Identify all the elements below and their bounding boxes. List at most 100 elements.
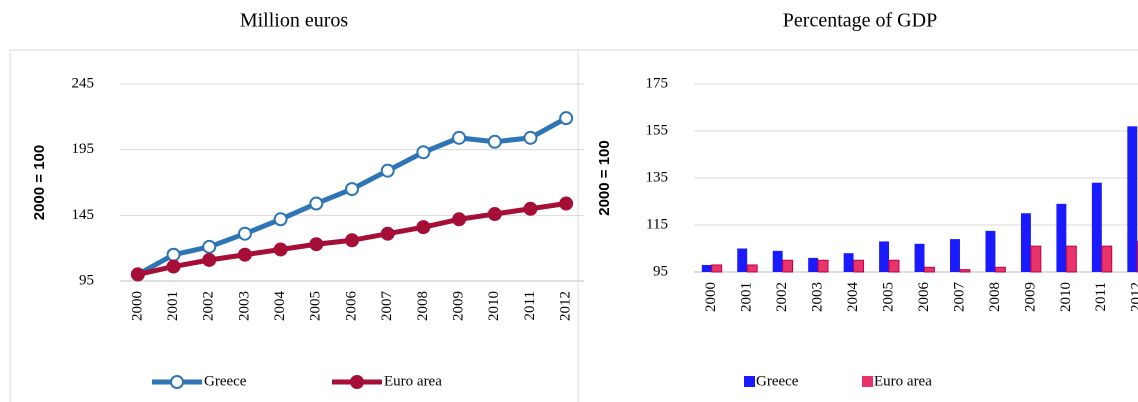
bar	[711, 264, 723, 273]
legend-label: Euro area	[874, 373, 932, 389]
x-tick-label: 2012	[558, 291, 574, 321]
panel-border	[577, 49, 1138, 402]
marker	[380, 163, 395, 178]
marker	[523, 130, 538, 145]
marker	[309, 196, 324, 211]
bar	[1020, 213, 1031, 272]
chart-title: Percentage of GDP	[783, 10, 937, 32]
x-tick-label: 2002	[774, 282, 790, 312]
marker	[487, 134, 502, 149]
x-tick-label: 2001	[739, 282, 755, 312]
marker	[559, 196, 574, 211]
bar	[879, 241, 890, 272]
chart-title: Million euros	[240, 10, 349, 32]
marker	[237, 247, 252, 262]
bar	[1091, 182, 1102, 272]
bar	[772, 250, 783, 272]
bar	[808, 257, 819, 272]
x-tick-label: 2007	[951, 282, 967, 313]
bar	[985, 230, 996, 272]
y-tick-label: 135	[646, 169, 669, 185]
legend-swatch	[862, 376, 873, 387]
bar	[959, 269, 971, 273]
x-tick-label: 2006	[916, 282, 932, 313]
x-tick-label: 2005	[308, 291, 324, 321]
bar	[1101, 245, 1113, 273]
x-tick-label: 2011	[522, 291, 538, 320]
x-tick-label: 2000	[703, 282, 719, 312]
marker	[309, 237, 324, 252]
bar	[701, 264, 712, 272]
x-tick-label: 2012	[1129, 282, 1138, 312]
y-tick-label: 145	[72, 207, 95, 223]
y-axis-label: 2000 = 100	[596, 140, 613, 216]
bar	[1030, 245, 1042, 273]
y-tick-label: 115	[646, 216, 668, 232]
marker	[452, 212, 467, 227]
x-tick-label: 2000	[129, 291, 145, 321]
bar	[994, 266, 1006, 273]
marker	[345, 233, 359, 248]
marker	[487, 207, 502, 222]
bar	[1065, 245, 1077, 273]
legend-marker	[170, 375, 184, 389]
bar	[950, 239, 960, 272]
marker	[452, 130, 467, 145]
line	[136, 115, 568, 277]
x-tick-label: 2011	[1093, 282, 1109, 311]
bar	[746, 264, 758, 273]
marker	[416, 220, 431, 235]
bar	[1127, 126, 1138, 272]
x-tick-label: 2003	[810, 282, 826, 312]
y-tick-label: 95	[653, 263, 668, 279]
y-tick-label: 195	[72, 141, 95, 157]
y-axis-label: 2000 = 100	[31, 145, 48, 221]
y-tick-label: 155	[646, 122, 669, 138]
marker	[380, 226, 395, 241]
x-tick-label: 2002	[201, 291, 217, 321]
legend-label: Greece	[204, 373, 247, 389]
x-tick-label: 2009	[451, 291, 467, 321]
marker	[523, 201, 538, 216]
marker	[416, 145, 431, 160]
marker	[166, 259, 181, 274]
bar	[843, 253, 854, 272]
bar	[782, 259, 794, 273]
x-tick-label: 2010	[486, 291, 502, 321]
bar	[817, 259, 829, 273]
marker	[273, 242, 288, 257]
x-tick-label: 2006	[343, 291, 359, 322]
marker	[130, 267, 145, 282]
legend-label: Euro area	[384, 373, 442, 389]
x-tick-label: 2008	[415, 291, 431, 321]
marker	[237, 226, 252, 241]
x-tick-label: 2004	[845, 282, 861, 313]
x-tick-label: 2009	[1022, 282, 1038, 312]
y-tick-label: 95	[79, 272, 94, 288]
panel-border	[9, 49, 579, 402]
marker	[345, 182, 359, 197]
bar	[1056, 203, 1067, 272]
legend-swatch	[744, 376, 755, 387]
bar	[888, 259, 900, 273]
chart-area: Million euros 2000 = 100 95 145 195 245 2000 20…	[9, 10, 1138, 402]
marker	[202, 252, 217, 267]
x-tick-label: 2004	[272, 291, 288, 322]
x-tick-label: 2008	[987, 282, 1003, 312]
x-tick-label: 2001	[165, 291, 181, 321]
x-tick-label: 2010	[1058, 282, 1074, 312]
marker	[559, 111, 574, 126]
x-tick-label: 2003	[236, 291, 252, 321]
bar	[924, 266, 935, 273]
bar	[737, 248, 748, 272]
bar	[853, 259, 865, 273]
y-tick-label: 175	[646, 75, 669, 91]
marker	[202, 239, 217, 254]
legend-marker	[350, 375, 364, 389]
legend-label: Greece	[756, 373, 799, 389]
y-tick-label: 245	[72, 75, 95, 91]
x-tick-label: 2007	[379, 291, 395, 322]
bar	[914, 243, 925, 272]
x-tick-label: 2005	[880, 282, 896, 312]
